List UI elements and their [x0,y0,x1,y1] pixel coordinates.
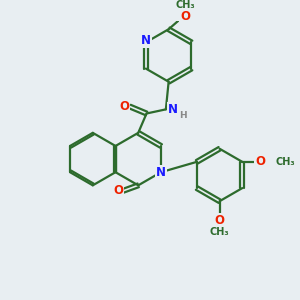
Text: O: O [113,184,123,197]
Text: O: O [119,100,129,113]
Text: N: N [168,103,178,116]
Text: O: O [214,214,225,226]
Text: CH₃: CH₃ [276,157,296,167]
Text: N: N [141,34,151,47]
Text: O: O [180,10,190,23]
Text: O: O [255,155,265,168]
Text: CH₃: CH₃ [176,0,195,10]
Text: H: H [179,111,187,120]
Text: N: N [156,166,166,179]
Text: CH₃: CH₃ [210,227,230,237]
